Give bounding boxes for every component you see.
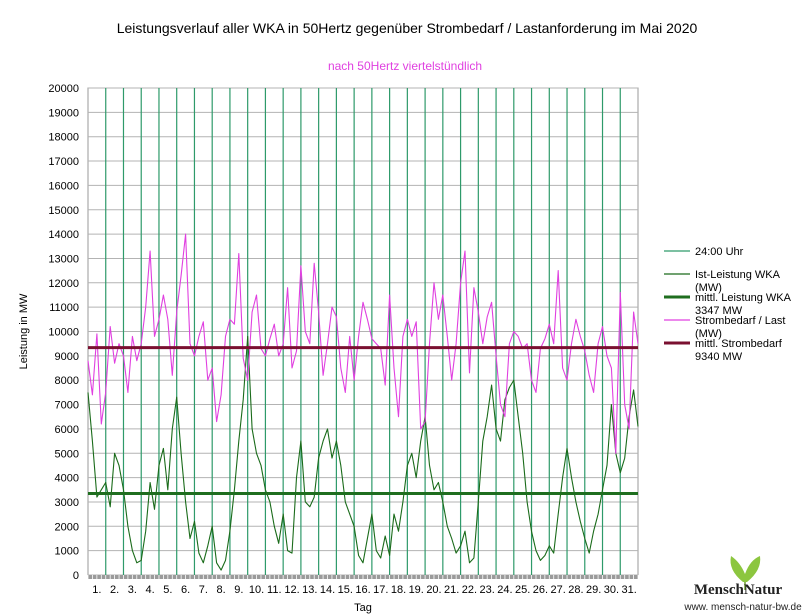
x-tick-label: 1. [92, 584, 101, 596]
x-tick-label: 20. [426, 584, 441, 596]
y-tick-label: 2000 [55, 521, 79, 533]
brand-url: www. mensch-natur-bw.de [683, 602, 802, 613]
x-tick-label: 24. [497, 584, 512, 596]
y-tick-label: 16000 [48, 180, 79, 192]
legend-label: 24:00 Uhr [695, 246, 744, 258]
x-tick-label: 16. [355, 584, 370, 596]
legend-label: 9340 MW [695, 351, 743, 363]
x-tick-label: 26. [533, 584, 548, 596]
legend-label: Ist-Leistung WKA [695, 269, 781, 281]
x-tick-label: 19. [409, 584, 424, 596]
y-tick-label: 1000 [55, 546, 79, 558]
x-tick-label: 8. [216, 584, 225, 596]
x-tick-label: 2. [110, 584, 119, 596]
x-tick-label: 14. [320, 584, 335, 596]
x-tick-label: 25. [515, 584, 530, 596]
legend-label: 3347 MW [695, 305, 743, 317]
brand-name: MenschNatur [694, 582, 783, 598]
x-tick-label: 10. [249, 584, 264, 596]
y-tick-label: 20000 [48, 83, 79, 95]
y-tick-label: 18000 [48, 132, 79, 144]
legend-label: (MW) [695, 282, 722, 294]
y-tick-label: 17000 [48, 156, 79, 168]
legend-label: mittl. Leistung WKA [695, 292, 792, 304]
y-tick-label: 4000 [55, 473, 79, 485]
y-tick-label: 19000 [48, 107, 79, 119]
y-tick-label: 5000 [55, 448, 79, 460]
x-tick-label: 6. [181, 584, 190, 596]
chart-subtitle: nach 50Hertz viertelstündlich [328, 59, 482, 73]
series-layer [87, 233, 639, 571]
x-tick-label: 18. [391, 584, 406, 596]
x-tick-label: 12. [284, 584, 299, 596]
y-tick-label: 15000 [48, 205, 79, 217]
y-tick-label: 13000 [48, 253, 79, 265]
y-tick-label: 14000 [48, 229, 79, 241]
y-tick-label: 0 [73, 570, 79, 582]
legend-label: Strombedarf / Last [695, 315, 786, 327]
x-tick-label: 30. [604, 584, 619, 596]
y-tick-label: 11000 [49, 302, 79, 314]
x-tick-label: 5. [163, 584, 172, 596]
x-tick-label: 28. [568, 584, 583, 596]
y-tick-label: 6000 [55, 424, 79, 436]
x-tick-label: 22. [462, 584, 477, 596]
series-line [87, 335, 639, 571]
x-tick-label: 31. [621, 584, 636, 596]
y-tick-label: 7000 [55, 400, 79, 412]
x-tick-label: 27. [551, 584, 566, 596]
chart-title: Leistungsverlauf aller WKA in 50Hertz ge… [117, 20, 698, 36]
x-tick-label: 13. [302, 584, 317, 596]
x-tick-label: 9. [234, 584, 243, 596]
y-gridlines [88, 87, 638, 576]
x-tick-label: 15. [338, 584, 353, 596]
x-tick-label: 3. [128, 584, 137, 596]
x-tick-label: 23. [480, 584, 495, 596]
x-tick-label: 7. [199, 584, 208, 596]
x-tick-labels: 1. 2. 3. 4. 5. 6. 7. 8. 9. 10. 11. 12. 13. 14. 15. 16. 1… [92, 584, 637, 596]
y-tick-label: 8000 [55, 375, 79, 387]
y-tick-label: 3000 [55, 497, 79, 509]
brand-logo: MenschNatur www. mensch-natur-bw.de [683, 556, 802, 613]
y-axis-label: Leistung in MW [18, 293, 30, 369]
legend-label: mittl. Strombedarf [695, 338, 783, 350]
x-tick-label: 4. [146, 584, 155, 596]
x-tick-label: 11. [267, 584, 281, 596]
x-tick-label: 21. [444, 584, 459, 596]
y-tick-label: 10000 [48, 327, 79, 339]
y-tick-label: 12000 [48, 278, 79, 290]
y-tick-labels: 0 1000 2000 3000 4000 5000 6000 7000 8000 9000 100… [48, 83, 79, 582]
x-tick-label: 17. [373, 584, 388, 596]
x-tick-label: 29. [586, 584, 601, 596]
legend-label: (MW) [695, 328, 722, 340]
x-axis-label: Tag [354, 602, 372, 614]
ginkgo-leaf-icon [730, 556, 761, 590]
x-axis-strip [87, 575, 639, 579]
series-line [87, 233, 639, 454]
y-tick-label: 9000 [55, 351, 79, 363]
